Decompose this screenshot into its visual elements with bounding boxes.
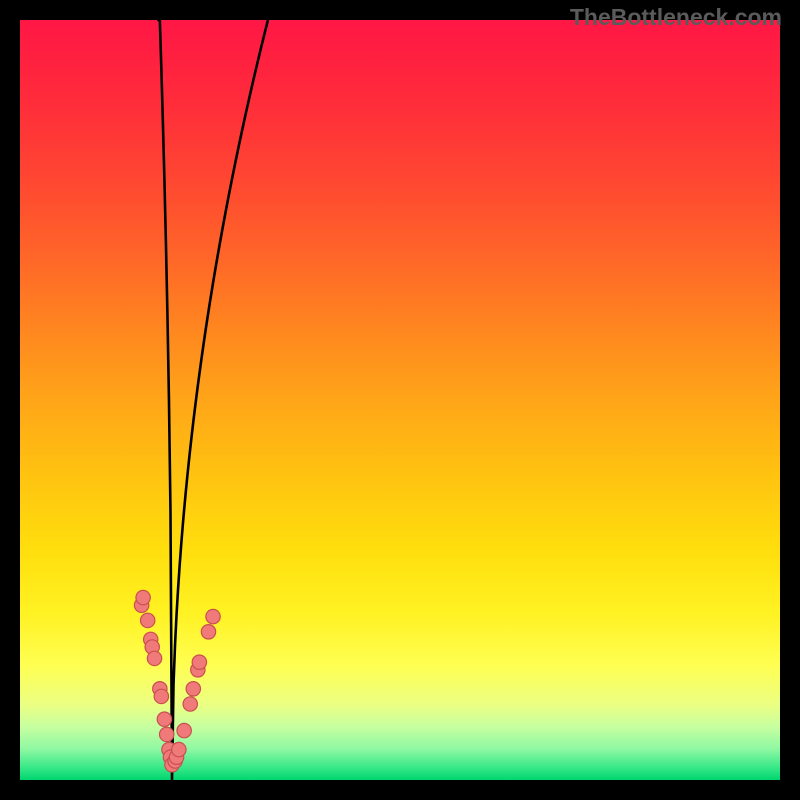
chart-container: TheBottleneck.com: [0, 0, 800, 800]
plot-area: [20, 20, 780, 780]
watermark-text: TheBottleneck.com: [570, 4, 782, 31]
